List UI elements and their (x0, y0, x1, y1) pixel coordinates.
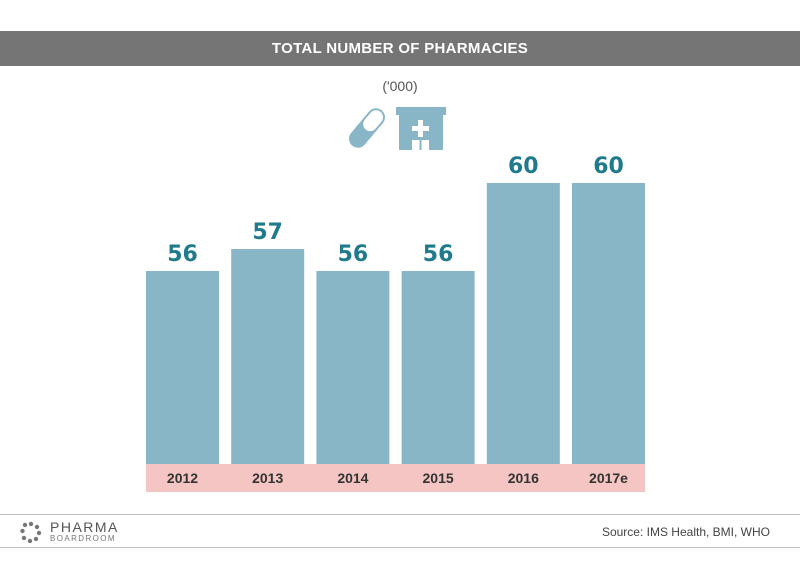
pill-icon (349, 108, 385, 148)
bar-2012 (146, 271, 219, 464)
logo-sub-text: BOARDROOM (50, 534, 116, 543)
bar-2013 (231, 249, 305, 464)
footer-divider-top (0, 514, 800, 515)
footer-divider-bottom (0, 547, 800, 548)
category-label-2016: 2016 (508, 470, 539, 486)
value-label-2013: 57 (252, 220, 283, 245)
logo-main-text: PHARMA (50, 519, 119, 535)
logo-dots-icon (20, 521, 42, 543)
value-label-2014: 56 (338, 242, 369, 267)
category-label-2012: 2012 (167, 470, 198, 486)
category-label-2013: 2013 (252, 470, 283, 486)
bar-2015 (401, 271, 475, 464)
source-note: Source: IMS Health, BMI, WHO (601, 525, 770, 539)
bar-chart: 56 2012 57 2013 56 2014 56 2015 60 2016 60 2017e (146, 154, 645, 492)
header-icons (349, 107, 446, 150)
value-label-2017e: 60 (593, 154, 624, 179)
bar-2017e (572, 183, 645, 464)
category-label-2014: 2014 (337, 470, 368, 486)
value-label-2012: 56 (167, 242, 198, 267)
category-band (146, 464, 645, 492)
chart-title: TOTAL NUMBER OF PHARMACIES (271, 40, 529, 57)
unit-label: ('000) (382, 78, 418, 94)
logo: PHARMA BOARDROOM (20, 520, 119, 543)
pharmacy-building-icon (396, 107, 446, 150)
value-label-2016: 60 (508, 154, 539, 179)
bar-2016 (486, 183, 560, 464)
category-label-2017e: 2017e (589, 470, 628, 486)
value-label-2015: 56 (423, 242, 454, 267)
bar-2014 (316, 271, 390, 464)
category-label-2015: 2015 (423, 470, 454, 486)
title-bar: TOTAL NUMBER OF PHARMACIES (0, 31, 800, 66)
